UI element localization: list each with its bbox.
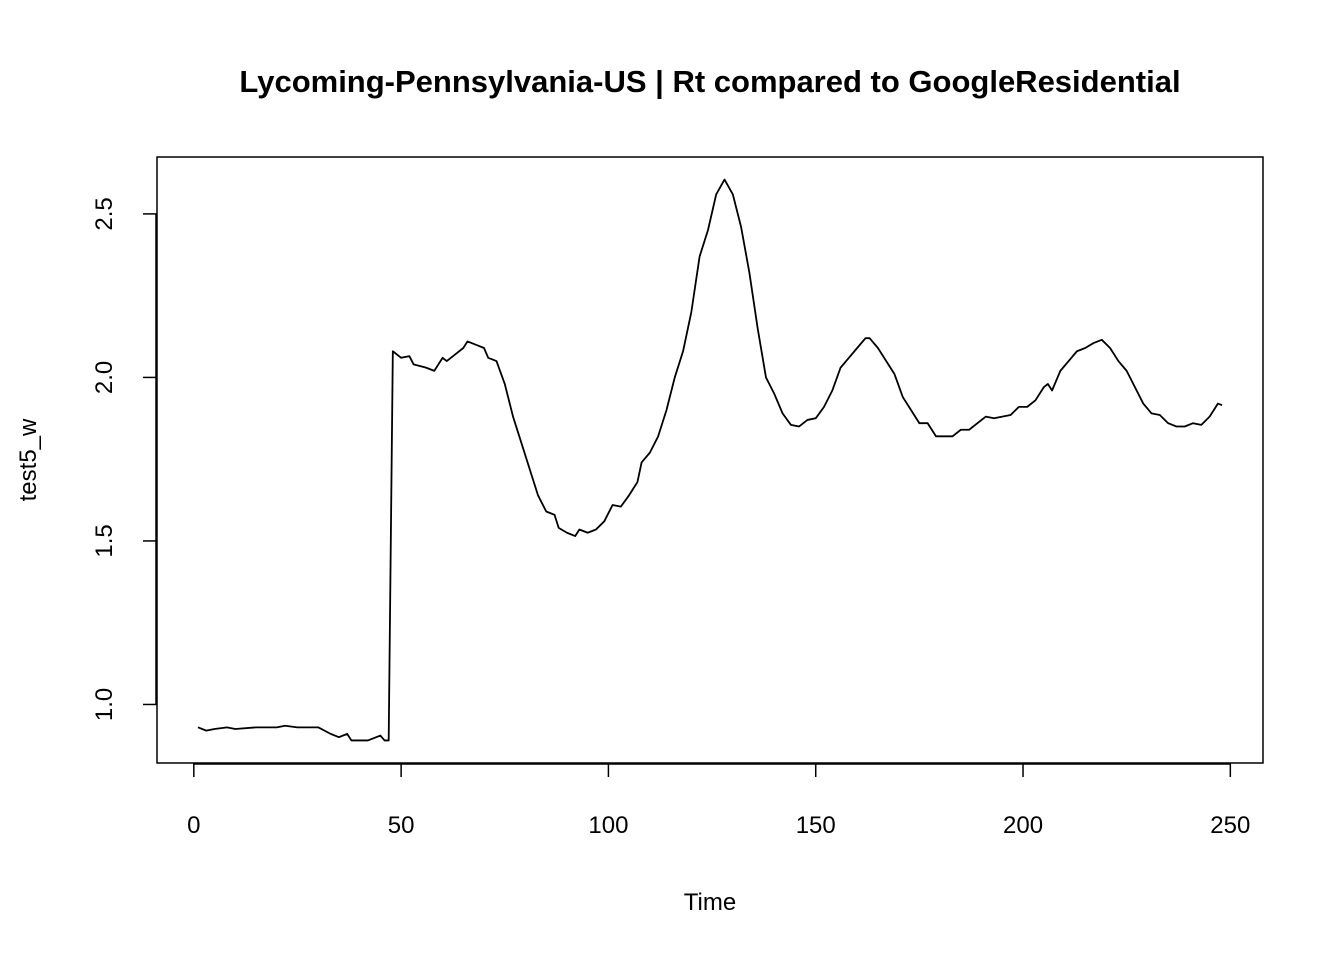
x-axis-label: Time [684,889,736,916]
y-tick-label: 2.5 [91,197,118,230]
chart-title: Lycoming-Pennsylvania-US | Rt compared t… [239,64,1180,99]
x-tick-label: 250 [1210,812,1250,839]
y-tick-label: 1.5 [91,524,118,557]
x-tick-label: 200 [1003,812,1043,839]
x-tick-label: 50 [388,812,415,839]
y-tick-label: 1.0 [91,688,118,721]
y-axis-label: test5_w [15,418,42,501]
x-tick-label: 150 [796,812,836,839]
x-tick-label: 0 [187,812,200,839]
plot-frame [156,156,1264,764]
x-tick-label: 100 [588,812,628,839]
data-line [197,178,1223,742]
y-tick-label: 2.0 [91,361,118,394]
